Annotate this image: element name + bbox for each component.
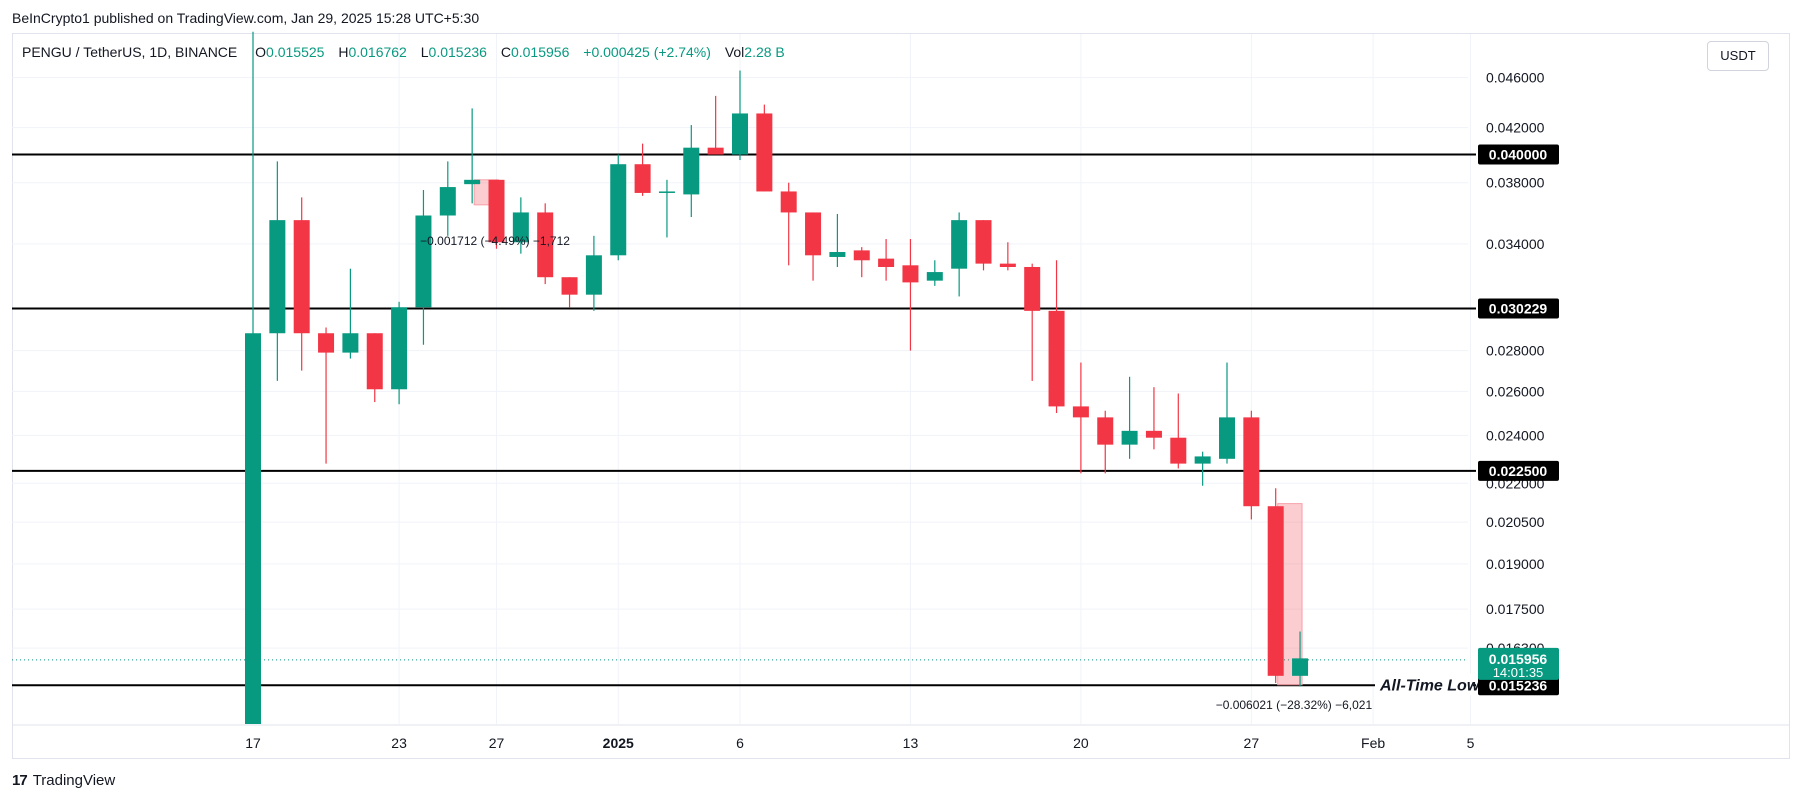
countdown-label: 14:01:35 <box>1493 665 1544 680</box>
volume-label: Vol <box>724 44 745 60</box>
level-price-tag-label: 0.040000 <box>1489 147 1548 163</box>
x-tick-label: 17 <box>245 735 261 751</box>
level-price-tag <box>1478 460 1559 481</box>
y-tick-label: 0.042000 <box>1486 120 1545 136</box>
candle-body-up <box>926 272 943 281</box>
candle-body-down <box>1048 310 1065 407</box>
candle-body-down <box>878 258 895 267</box>
y-tick-label: 0.038000 <box>1486 175 1545 191</box>
candle-body-down <box>561 277 578 295</box>
level-price-tag-label: 0.022500 <box>1489 463 1548 479</box>
ohlc-legend: PENGU / TetherUS, 1D, BINANCE O0.015525 … <box>22 44 795 60</box>
open-value: 0.015525 <box>266 44 325 60</box>
low-label: L <box>420 44 429 60</box>
candle-body-up <box>415 215 432 308</box>
candle-body-up <box>1121 430 1138 445</box>
candle-body-up <box>245 333 261 724</box>
y-tick-label: 0.046000 <box>1486 70 1545 86</box>
candle-body-up <box>829 252 846 257</box>
candle-body-down <box>975 220 992 264</box>
candle-body-down <box>1145 430 1162 438</box>
candle-body-down <box>805 212 822 256</box>
candle-body-up <box>1292 658 1309 676</box>
candle-body-down <box>756 113 773 192</box>
candle-body-up <box>1219 417 1235 459</box>
x-tick-label: 20 <box>1073 735 1089 751</box>
x-tick-label: 2025 <box>603 735 634 751</box>
candle-body-up <box>658 191 675 193</box>
level-price-tag-label: 0.030229 <box>1489 301 1548 317</box>
measure-label: −0.001712 (−4.49%) −1,712 <box>420 234 570 248</box>
y-tick-label: 0.017500 <box>1486 601 1545 617</box>
chart-frame <box>12 33 1790 759</box>
candle-body-up <box>610 164 627 256</box>
candle-body-up <box>732 113 748 155</box>
x-tick-label: Feb <box>1361 735 1385 751</box>
publisher-caption: BeInCrypto1 published on TradingView.com… <box>12 10 480 26</box>
current-price-label: 0.015956 <box>1489 651 1548 667</box>
candle-body-down <box>707 147 724 155</box>
candle-body-down <box>318 333 335 353</box>
x-tick-label: 27 <box>489 735 505 751</box>
candle-body-down <box>537 212 554 278</box>
volume-value: 2.28 B <box>744 44 785 60</box>
open-label: O <box>255 44 267 60</box>
low-value: 0.015236 <box>428 44 487 60</box>
y-tick-label: 0.024000 <box>1486 427 1545 443</box>
level-price-tag <box>1478 298 1559 319</box>
candle-body-down <box>902 265 919 283</box>
candle-body-up <box>342 333 359 353</box>
candle-body-down <box>634 164 651 193</box>
tradingview-brand-label: TradingView <box>32 772 116 789</box>
candle-body-up <box>269 220 286 334</box>
candle-body-down <box>1024 266 1041 311</box>
candle-body-up <box>683 147 700 195</box>
change-value: +0.000425 (+2.74%) <box>583 44 711 60</box>
y-tick-label: 0.026000 <box>1486 383 1545 399</box>
candle-body-down <box>488 179 505 243</box>
candle-body-down <box>1170 437 1187 464</box>
x-tick-label: 23 <box>391 735 407 751</box>
candle-body-down <box>1267 506 1284 676</box>
all-time-low-bg <box>1375 673 1473 696</box>
x-tick-label: 6 <box>736 735 744 751</box>
candle-body-up <box>1194 456 1211 464</box>
candle-body-down <box>293 220 310 334</box>
candle-body-down <box>1097 417 1114 445</box>
level-price-tag <box>1478 144 1559 165</box>
candle-body-up <box>585 255 602 295</box>
y-tick-label: 0.028000 <box>1486 343 1545 359</box>
candle-body-down <box>999 263 1016 267</box>
x-tick-label: 13 <box>903 735 919 751</box>
candle-body-down <box>1243 417 1260 507</box>
candle-body-up <box>512 212 529 243</box>
candle-body-down <box>853 250 870 261</box>
level-price-tag <box>1478 675 1559 696</box>
close-label: C <box>500 44 511 60</box>
tradingview-logo-icon: 17 <box>12 772 28 789</box>
y-tick-label: 0.020500 <box>1486 514 1545 530</box>
all-time-low-label: All-Time Low <box>1379 677 1481 694</box>
level-price-tag-label: 0.015236 <box>1489 677 1548 693</box>
current-price-tag <box>1478 647 1559 680</box>
candle-body-down <box>780 191 797 213</box>
currency-button[interactable]: USDT <box>1707 41 1769 71</box>
candle-body-up <box>391 307 408 390</box>
candle-body-down <box>366 333 383 390</box>
high-label: H <box>338 44 349 60</box>
high-value: 0.016762 <box>348 44 407 60</box>
x-tick-label: 5 <box>1467 735 1475 751</box>
tradingview-brand[interactable]: 17 TradingView <box>12 772 115 789</box>
close-value: 0.015956 <box>510 44 570 60</box>
symbol-label[interactable]: PENGU / TetherUS, 1D, BINANCE <box>22 44 238 60</box>
candle-body-up <box>951 220 968 269</box>
y-tick-label: 0.019000 <box>1486 556 1545 572</box>
candle-body-up <box>464 179 481 185</box>
x-tick-label: 27 <box>1244 735 1260 751</box>
measure-label: −0.006021 (−28.32%) −6,021 <box>1216 698 1373 712</box>
candle-body-up <box>439 187 456 216</box>
candle-body-down <box>1072 406 1089 418</box>
y-tick-label: 0.034000 <box>1486 236 1545 252</box>
